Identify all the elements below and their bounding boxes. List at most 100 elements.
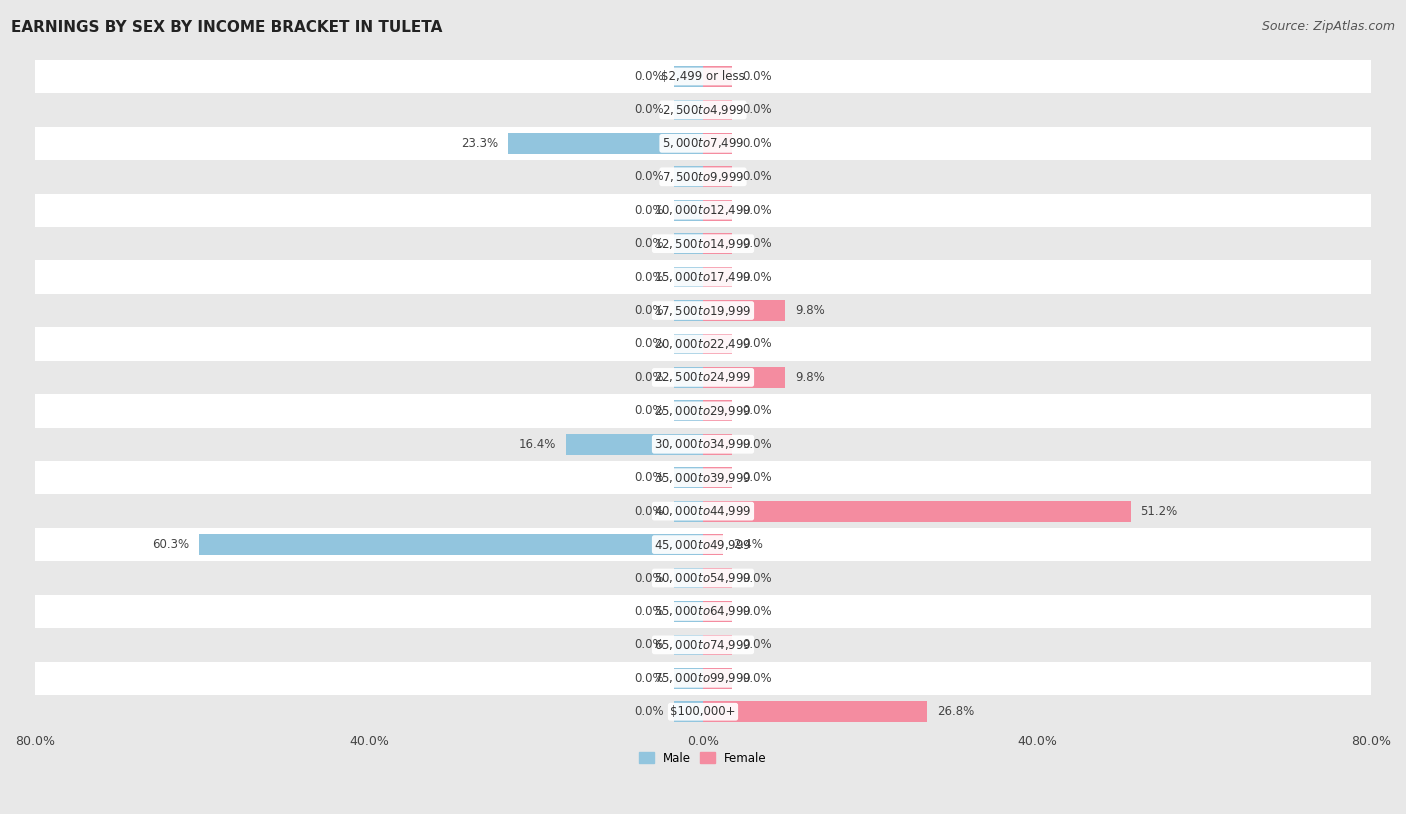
Bar <box>35 160 1371 194</box>
Text: 0.0%: 0.0% <box>742 204 772 217</box>
Bar <box>703 400 733 421</box>
Text: 0.0%: 0.0% <box>634 270 664 283</box>
Bar <box>673 99 703 120</box>
Bar <box>35 394 1371 427</box>
Bar <box>673 567 703 589</box>
Text: 0.0%: 0.0% <box>742 471 772 484</box>
Text: 51.2%: 51.2% <box>1140 505 1178 518</box>
Bar <box>673 668 703 689</box>
Text: $75,000 to $99,999: $75,000 to $99,999 <box>654 672 752 685</box>
Bar <box>703 668 733 689</box>
Text: $20,000 to $22,499: $20,000 to $22,499 <box>654 337 752 351</box>
Text: 0.0%: 0.0% <box>634 405 664 418</box>
Text: 0.0%: 0.0% <box>742 338 772 351</box>
Bar <box>35 494 1371 527</box>
Text: $30,000 to $34,999: $30,000 to $34,999 <box>654 437 752 451</box>
Text: $45,000 to $49,999: $45,000 to $49,999 <box>654 537 752 552</box>
Bar <box>35 194 1371 227</box>
Bar <box>703 300 785 321</box>
Bar <box>35 695 1371 729</box>
Text: 26.8%: 26.8% <box>936 705 974 718</box>
Bar <box>673 635 703 655</box>
Text: 0.0%: 0.0% <box>634 170 664 183</box>
Bar <box>703 267 733 287</box>
Text: 60.3%: 60.3% <box>152 538 190 551</box>
Bar <box>673 467 703 488</box>
Bar <box>703 200 733 221</box>
Bar <box>703 133 733 154</box>
Text: $15,000 to $17,499: $15,000 to $17,499 <box>654 270 752 284</box>
Bar <box>35 595 1371 628</box>
Bar <box>703 467 733 488</box>
Bar <box>703 534 723 555</box>
Bar <box>703 166 733 187</box>
Bar <box>703 567 733 589</box>
Text: 0.0%: 0.0% <box>742 170 772 183</box>
Text: 0.0%: 0.0% <box>634 204 664 217</box>
Bar <box>703 99 733 120</box>
Bar <box>673 501 703 522</box>
Text: $2,499 or less: $2,499 or less <box>661 70 745 83</box>
Bar <box>703 702 927 722</box>
Text: $40,000 to $44,999: $40,000 to $44,999 <box>654 504 752 519</box>
Text: 0.0%: 0.0% <box>634 237 664 250</box>
Bar <box>35 327 1371 361</box>
Text: 0.0%: 0.0% <box>634 571 664 584</box>
Bar <box>673 267 703 287</box>
Text: 0.0%: 0.0% <box>742 70 772 83</box>
Text: $65,000 to $74,999: $65,000 to $74,999 <box>654 638 752 652</box>
Text: 0.0%: 0.0% <box>742 237 772 250</box>
Text: 2.4%: 2.4% <box>733 538 763 551</box>
Text: 23.3%: 23.3% <box>461 137 498 150</box>
Bar <box>35 294 1371 327</box>
Text: 0.0%: 0.0% <box>634 371 664 384</box>
Bar <box>35 427 1371 461</box>
Bar <box>35 227 1371 260</box>
Text: $100,000+: $100,000+ <box>671 705 735 718</box>
Bar <box>35 59 1371 94</box>
Text: 0.0%: 0.0% <box>634 338 664 351</box>
Text: $17,500 to $19,999: $17,500 to $19,999 <box>654 304 752 317</box>
Text: 0.0%: 0.0% <box>742 270 772 283</box>
Bar <box>35 628 1371 662</box>
Text: $2,500 to $4,999: $2,500 to $4,999 <box>662 103 744 117</box>
Bar <box>673 367 703 387</box>
Text: 0.0%: 0.0% <box>742 672 772 685</box>
Text: $22,500 to $24,999: $22,500 to $24,999 <box>654 370 752 384</box>
Bar <box>509 133 703 154</box>
Bar <box>673 334 703 354</box>
Text: $25,000 to $29,999: $25,000 to $29,999 <box>654 404 752 418</box>
Bar <box>703 635 733 655</box>
Bar <box>673 702 703 722</box>
Bar <box>35 662 1371 695</box>
Bar <box>673 234 703 254</box>
Bar <box>673 300 703 321</box>
Legend: Male, Female: Male, Female <box>634 747 772 769</box>
Bar <box>703 334 733 354</box>
Text: 0.0%: 0.0% <box>634 705 664 718</box>
Bar <box>35 260 1371 294</box>
Text: 16.4%: 16.4% <box>519 438 555 451</box>
Bar <box>673 66 703 87</box>
Text: 0.0%: 0.0% <box>742 571 772 584</box>
Text: 0.0%: 0.0% <box>634 70 664 83</box>
Text: Source: ZipAtlas.com: Source: ZipAtlas.com <box>1261 20 1395 33</box>
Bar <box>35 527 1371 562</box>
Bar <box>567 434 703 455</box>
Text: 0.0%: 0.0% <box>742 438 772 451</box>
Text: 0.0%: 0.0% <box>634 103 664 116</box>
Bar <box>703 601 733 622</box>
Bar <box>35 461 1371 494</box>
Text: $10,000 to $12,499: $10,000 to $12,499 <box>654 204 752 217</box>
Text: 0.0%: 0.0% <box>634 471 664 484</box>
Text: 0.0%: 0.0% <box>634 638 664 651</box>
Bar <box>703 234 733 254</box>
Bar <box>703 66 733 87</box>
Bar <box>35 562 1371 595</box>
Text: 9.8%: 9.8% <box>794 371 824 384</box>
Bar <box>673 166 703 187</box>
Text: 0.0%: 0.0% <box>742 103 772 116</box>
Text: $7,500 to $9,999: $7,500 to $9,999 <box>662 170 744 184</box>
Text: 0.0%: 0.0% <box>634 304 664 317</box>
Bar <box>35 127 1371 160</box>
